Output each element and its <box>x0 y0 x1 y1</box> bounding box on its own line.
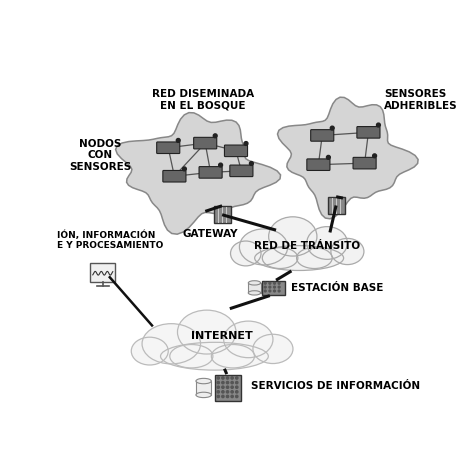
Ellipse shape <box>224 321 273 358</box>
Circle shape <box>269 283 271 284</box>
Ellipse shape <box>255 246 344 271</box>
Ellipse shape <box>262 247 298 268</box>
Circle shape <box>182 167 186 171</box>
Text: GATEWAY: GATEWAY <box>183 228 238 238</box>
FancyBboxPatch shape <box>225 145 247 156</box>
Circle shape <box>222 382 224 384</box>
Ellipse shape <box>196 378 211 384</box>
Circle shape <box>227 377 228 379</box>
Bar <box>262 281 285 295</box>
Circle shape <box>227 386 228 388</box>
Circle shape <box>244 142 248 146</box>
Ellipse shape <box>297 247 332 268</box>
Circle shape <box>222 391 224 393</box>
Bar <box>196 381 211 395</box>
FancyBboxPatch shape <box>353 157 376 169</box>
Bar <box>91 263 115 282</box>
Text: INTERNET: INTERNET <box>191 331 253 341</box>
Circle shape <box>236 382 238 384</box>
Circle shape <box>330 126 334 130</box>
Circle shape <box>236 377 238 379</box>
Circle shape <box>373 154 376 158</box>
Circle shape <box>231 386 233 388</box>
FancyBboxPatch shape <box>310 130 334 141</box>
Ellipse shape <box>269 217 317 256</box>
Circle shape <box>327 155 330 159</box>
FancyBboxPatch shape <box>163 171 186 182</box>
Bar <box>328 197 345 214</box>
Circle shape <box>278 290 280 292</box>
Text: IÓN, INFORMACIÓN
E Y PROCESAMIENTO: IÓN, INFORMACIÓN E Y PROCESAMIENTO <box>56 230 163 250</box>
Circle shape <box>222 395 224 398</box>
Ellipse shape <box>142 324 201 364</box>
Circle shape <box>231 377 233 379</box>
Circle shape <box>278 286 280 288</box>
Circle shape <box>269 286 271 288</box>
FancyBboxPatch shape <box>307 159 330 171</box>
FancyBboxPatch shape <box>357 127 380 138</box>
Text: SENSORES
ADHERIBLES: SENSORES ADHERIBLES <box>384 89 457 111</box>
Text: RED DE TRÁNSITO: RED DE TRÁNSITO <box>254 240 360 251</box>
Bar <box>215 375 241 401</box>
Bar <box>248 283 261 293</box>
FancyBboxPatch shape <box>157 142 180 154</box>
Circle shape <box>222 386 224 388</box>
Ellipse shape <box>230 241 261 266</box>
Circle shape <box>278 283 280 284</box>
Ellipse shape <box>253 334 293 364</box>
Ellipse shape <box>248 291 261 295</box>
Circle shape <box>273 283 275 284</box>
FancyBboxPatch shape <box>230 165 253 177</box>
Ellipse shape <box>307 227 347 259</box>
Circle shape <box>273 286 275 288</box>
PathPatch shape <box>277 97 418 219</box>
Circle shape <box>217 395 219 398</box>
Circle shape <box>176 138 180 142</box>
Circle shape <box>217 382 219 384</box>
Circle shape <box>269 290 271 292</box>
Text: ESTACIÓN BASE: ESTACIÓN BASE <box>292 283 384 293</box>
Bar <box>214 206 231 223</box>
PathPatch shape <box>116 113 281 234</box>
Circle shape <box>236 395 238 398</box>
Text: NODOS
CON
SENSORES: NODOS CON SENSORES <box>69 139 132 172</box>
Circle shape <box>227 395 228 398</box>
Ellipse shape <box>211 345 255 368</box>
Circle shape <box>217 391 219 393</box>
Circle shape <box>273 290 275 292</box>
Circle shape <box>231 391 233 393</box>
Circle shape <box>217 386 219 388</box>
Ellipse shape <box>131 337 168 365</box>
Circle shape <box>249 162 253 165</box>
Ellipse shape <box>177 310 236 354</box>
Circle shape <box>227 382 228 384</box>
FancyBboxPatch shape <box>194 137 217 149</box>
Circle shape <box>264 290 266 292</box>
Circle shape <box>213 134 217 138</box>
Circle shape <box>217 377 219 379</box>
Circle shape <box>231 395 233 398</box>
Circle shape <box>264 283 266 284</box>
Ellipse shape <box>170 345 213 368</box>
Circle shape <box>231 382 233 384</box>
Text: SERVICIOS DE INFORMACIÓN: SERVICIOS DE INFORMACIÓN <box>251 382 420 392</box>
Ellipse shape <box>239 229 288 265</box>
Circle shape <box>236 386 238 388</box>
Ellipse shape <box>331 238 364 264</box>
Circle shape <box>222 377 224 379</box>
Circle shape <box>219 163 222 167</box>
Circle shape <box>227 391 228 393</box>
Ellipse shape <box>161 342 268 370</box>
Ellipse shape <box>196 392 211 398</box>
Circle shape <box>376 123 380 127</box>
Circle shape <box>264 286 266 288</box>
Ellipse shape <box>248 281 261 285</box>
FancyBboxPatch shape <box>199 166 222 178</box>
Circle shape <box>236 391 238 393</box>
Text: RED DISEMINADA
EN EL BOSQUE: RED DISEMINADA EN EL BOSQUE <box>152 89 254 111</box>
